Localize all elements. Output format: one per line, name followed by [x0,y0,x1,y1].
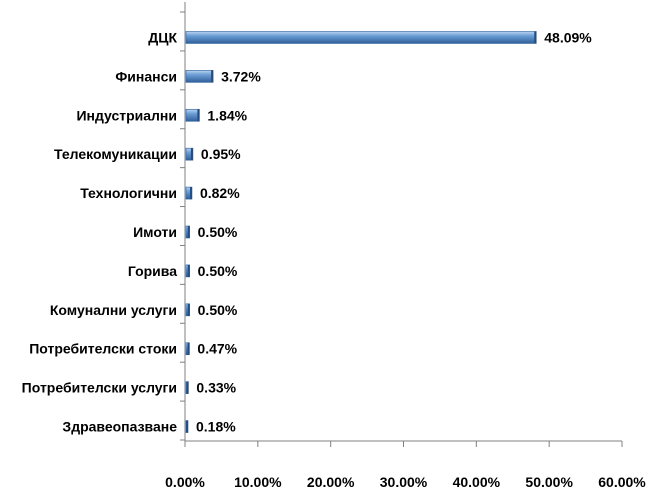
category-label: Индустриални [76,107,177,123]
bar [185,108,200,122]
bar-end-cap [187,303,190,316]
category-label: Технологични [80,185,177,201]
value-label: 0.18% [196,419,236,435]
category-label: Телекомуникации [54,146,177,162]
category-label: Потребителски стоки [29,341,177,357]
plot-area: 0.00% 10.00% 20.00% 30.00% 40.00% 50.00% 60.00… [22,2,646,490]
value-label: 0.50% [198,224,238,240]
bar [185,70,214,83]
value-label: 0.47% [197,341,237,357]
category-label: ДЦК [148,29,177,45]
value-label: 0.33% [196,380,236,396]
bar-end-cap [187,264,190,277]
x-tick-label: 30.00% [380,474,428,490]
bar-end-cap [534,31,537,44]
category-label: Имоти [133,224,177,240]
category-label: Финанси [115,68,177,84]
bar-end-cap [187,342,190,355]
x-tick-label: 50.00% [525,474,573,490]
bar-end-cap [211,70,214,83]
value-label: 0.50% [198,263,238,279]
category-label: Здравеопазване [62,419,177,435]
bar [185,31,537,44]
value-label: 0.82% [200,185,240,201]
category-label: Потребителски услуги [22,380,177,396]
category-label: Комунални услуги [50,302,177,318]
value-label: 1.84% [207,107,247,123]
value-label: 0.50% [198,302,238,318]
bar-end-cap [189,187,192,200]
bar-end-cap [197,109,200,122]
x-tick-label: 40.00% [453,474,501,490]
category-label: Горива [128,263,177,279]
bar-end-cap [187,226,190,238]
x-tick-label: 0.00% [165,474,205,490]
bar-end-cap [186,381,189,394]
value-label: 3.72% [221,68,261,84]
bar-end-cap [186,420,188,433]
bar-end-cap [190,148,193,161]
x-tick-label: 60.00% [598,474,646,490]
x-tick-label: 20.00% [307,474,355,490]
value-label: 0.95% [201,146,241,162]
value-label: 48.09% [544,29,592,45]
x-tick-label: 10.00% [234,474,282,490]
